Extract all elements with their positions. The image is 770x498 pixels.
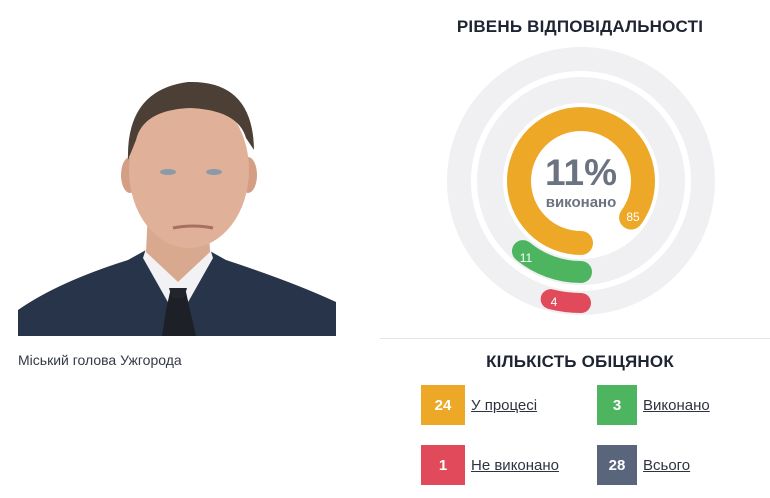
profile-caption: Міський голова Ужгорода <box>18 352 182 368</box>
stat-in-progress[interactable]: 24 У процесі <box>421 385 537 425</box>
stat-not-done[interactable]: 1 Не виконано <box>421 445 559 485</box>
count-badge: 24 <box>421 385 465 425</box>
responsibility-radial-chart: 85 11 4 <box>447 47 715 315</box>
profile-photo <box>18 20 336 336</box>
stat-in-progress-link[interactable]: У процесі <box>471 396 538 414</box>
promises-title: КІЛЬКІСТЬ ОБІЦЯНОК <box>486 352 674 371</box>
stat-total-link[interactable]: Всього <box>643 456 691 474</box>
stat-total[interactable]: 28 Всього <box>597 445 690 485</box>
count-badge: 3 <box>597 385 637 425</box>
responsibility-title: РІВЕНЬ ВІДПОВІДАЛЬНОСТІ <box>456 17 704 36</box>
stat-done-link[interactable]: Виконано <box>643 396 710 414</box>
stat-done[interactable]: 3 Виконано <box>597 385 710 425</box>
stat-not-done-link[interactable]: Не виконано <box>471 456 560 474</box>
arc-done-label: 11 <box>520 251 533 265</box>
arc-not-done <box>449 49 713 313</box>
count-badge: 1 <box>421 445 465 485</box>
arc-in-progress-label: 85 <box>626 210 640 224</box>
arc-in-progress <box>507 107 655 255</box>
completion-percent: 11% <box>544 152 617 193</box>
count-badge: 28 <box>597 445 637 485</box>
arc-done <box>479 79 683 283</box>
arc-not-done-label: 4 <box>551 295 558 309</box>
section-divider <box>380 338 770 339</box>
portrait-image <box>18 20 336 336</box>
completion-label: виконано <box>545 194 617 211</box>
